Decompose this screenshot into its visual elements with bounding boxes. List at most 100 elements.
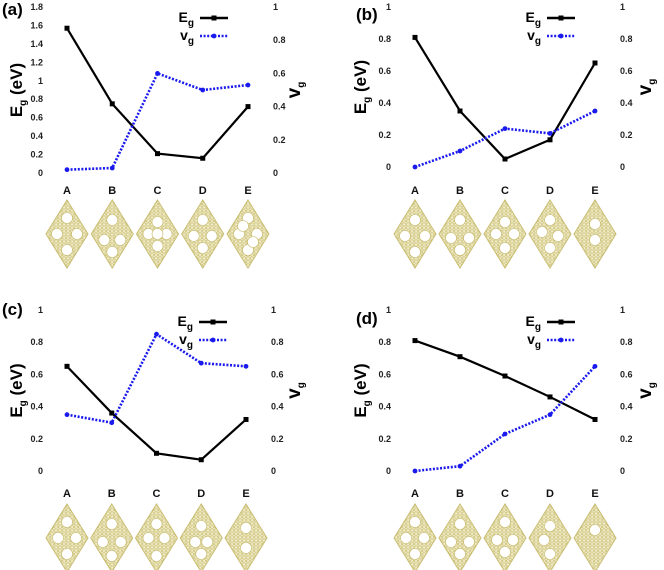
legend-label: Eg [526,9,541,29]
lattice-texture [46,200,88,268]
lattice-hole [71,228,83,240]
data-point-Eg [109,410,115,416]
data-point-vg [245,82,251,88]
lattice-hole [544,214,556,226]
lattice-texture [227,200,269,268]
lattice-texture [484,200,526,268]
data-point-vg [198,360,204,366]
legend-label: Eg [178,313,193,333]
y2-tick-label: 0.2 [271,434,284,444]
x-category-label: C [154,185,162,197]
lattice-hole [240,542,252,554]
y2-tick-label: 0.6 [271,369,284,379]
lattice-hole [454,518,466,530]
lattice-hole [195,548,208,560]
y2-tick-label: 0.6 [273,68,286,78]
data-point-vg [592,363,598,369]
lattice-texture [529,200,571,268]
y-tick-label: 0.6 [30,369,43,379]
structure-C [483,199,527,269]
y2-tick-label: 1 [620,305,625,315]
lattice-hole [538,534,550,546]
data-point-vg [155,71,160,76]
series-line-vg [414,365,596,473]
y-tick-label: 1 [38,76,43,86]
panel-label: (d) [356,309,378,328]
panel-label: (b) [356,5,378,24]
data-point-Eg [502,373,508,379]
y-axis-title-unit: (eV) [7,63,26,100]
y-tick-label: 0.2 [378,434,391,444]
y-tick-label: 1 [386,2,391,12]
structure-A [393,503,437,570]
legend-label: vg [527,27,541,47]
lattice-hole [51,228,63,240]
y-axis-title-sub: g [362,97,373,103]
y2-axis-title: vg [284,382,307,399]
legend-label-main: E [526,313,535,329]
y-axis-title-main: E [7,106,26,117]
y-axis-title-main: E [351,103,370,114]
lattice-hole [499,242,511,254]
lattice-hole [463,232,475,244]
y2-tick-label: 0.8 [273,35,286,45]
x-category-label: A [63,488,71,500]
lattice-texture [46,504,88,570]
data-point-Eg [155,151,160,157]
y-axis-title: Eg (eV) [7,63,29,117]
data-point-vg [109,420,115,426]
y-tick-label: 0.6 [378,66,391,76]
data-point-vg [412,468,418,474]
y-tick-label: 0.4 [378,98,391,108]
data-point-Eg [502,156,508,162]
x-category-label: B [108,488,116,500]
series-line-vg [66,332,247,425]
y-axis-title-main: E [7,406,26,417]
y-tick-label: 0.4 [30,402,43,412]
lattice-hole [445,232,457,244]
data-point-vg [547,412,553,418]
lattice-hole [589,218,601,230]
y-axis-title-sub: g [362,400,373,406]
y-axis-title-sub: g [18,400,29,406]
y-tick-label: 0 [38,168,43,178]
lattice-hole [589,234,601,246]
x-category-label: E [591,185,598,197]
data-point-Eg [547,137,553,143]
structure-A [45,199,89,269]
y-axis-title: Eg (eV) [351,60,373,114]
y-tick-label: 1.2 [30,57,43,67]
data-point-Eg [64,363,70,369]
y-tick-label: 0 [386,466,391,476]
x-category-label: C [153,488,161,500]
lattice-hole [454,214,466,226]
y2-tick-label: 1 [271,305,276,315]
y2-axis-title: vg [635,382,658,399]
data-point-Eg [200,155,206,161]
lattice-hole [454,244,466,256]
data-point-vg [243,363,249,369]
x-category-label: C [501,488,509,500]
series-line-Eg [66,27,249,160]
data-point-Eg [412,34,418,40]
x-category-label: E [591,488,598,500]
y-tick-label: 0.2 [30,434,43,444]
y2-tick-label: 0.4 [620,98,633,108]
lattice-hole [463,536,475,548]
y-axis-title: Eg (eV) [7,363,29,417]
legend-label-sub: g [535,340,541,351]
legend-label-sub: g [535,18,541,29]
legend-label-main: E [178,313,187,329]
structure-C [135,199,180,269]
lattice-texture [90,504,133,570]
y2-axis-title-sub: g [647,382,658,388]
legend-marker [558,319,564,325]
lattice-hole [187,230,200,242]
data-point-Eg [457,108,463,114]
legend-marker [210,337,216,343]
lattice-hole [544,548,556,560]
